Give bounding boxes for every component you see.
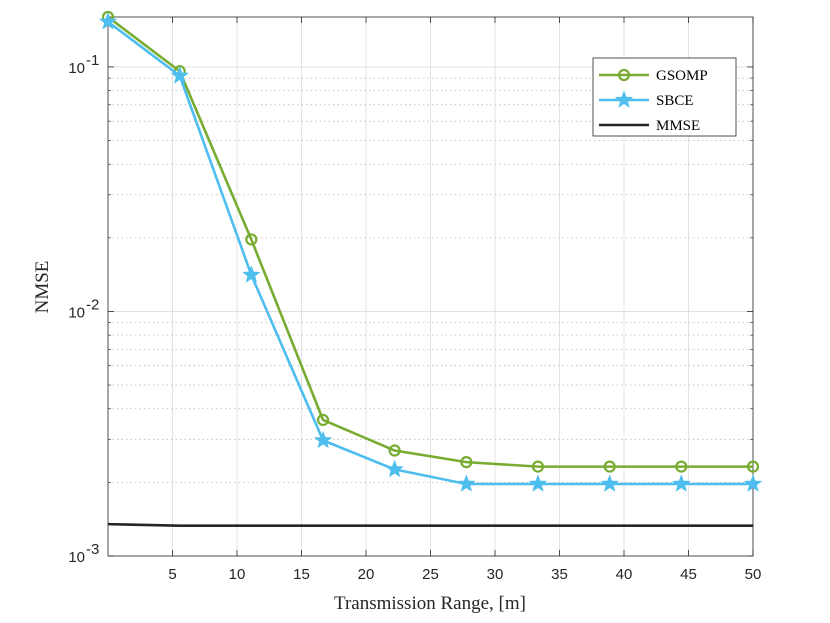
data-point-sbce — [457, 474, 476, 492]
series-line-sbce — [108, 20, 753, 486]
x-tick-label: 20 — [358, 566, 375, 583]
data-point-sbce — [98, 12, 118, 30]
legend-marker-gsomp — [617, 68, 631, 82]
data-point-sbce — [313, 430, 333, 449]
data-point-sbce — [743, 474, 763, 492]
x-tick-label: 15 — [293, 566, 310, 583]
legend-item-mmse: MMSE — [599, 118, 700, 134]
data-point-sbce — [242, 265, 261, 283]
data-point-sbce — [600, 474, 619, 492]
y-tick-exponent: -1 — [86, 52, 99, 69]
y-tick-label: 10 — [68, 60, 85, 77]
data-point-sbce — [385, 459, 404, 478]
data-point-gsomp — [316, 413, 330, 427]
data-point-gsomp — [460, 456, 473, 469]
legend: GSOMP SBCE MMSE — [592, 57, 737, 137]
y-axis-title: NMSE — [32, 261, 53, 314]
data-point-gsomp — [245, 233, 258, 246]
x-tick-label: 45 — [680, 566, 697, 583]
y-tick-label: 10 — [68, 304, 85, 321]
data-point-sbce — [170, 66, 189, 84]
x-tick-label: 10 — [229, 566, 246, 583]
series-mmse — [108, 522, 753, 528]
series-line-gsomp — [108, 17, 753, 468]
x-tick-label: 40 — [616, 566, 633, 583]
x-tick-label: 35 — [551, 566, 568, 583]
data-point-gsomp — [746, 460, 760, 473]
legend-label-mmse: MMSE — [656, 118, 700, 134]
x-tick-label: 5 — [168, 566, 176, 583]
legend-item-gsomp: GSOMP — [599, 68, 708, 84]
data-point-sbce — [528, 474, 548, 492]
x-tick-label: 25 — [422, 566, 439, 583]
series-layer — [98, 10, 763, 528]
data-point-gsomp — [603, 460, 616, 473]
series-sbce — [108, 20, 753, 486]
x-axis-title: Transmission Range, [m] — [334, 593, 526, 614]
data-point-gsomp — [675, 460, 688, 473]
data-point-gsomp — [388, 444, 401, 457]
data-point-gsomp — [531, 460, 545, 473]
y-tick-label: 10 — [68, 549, 85, 566]
x-tick-label: 30 — [487, 566, 504, 583]
legend-label-sbce: SBCE — [656, 93, 694, 109]
y-tick-exponent: -2 — [86, 296, 99, 313]
y-tick-exponent: -3 — [86, 541, 99, 558]
legend-marker-sbce — [614, 90, 634, 108]
legend-item-sbce: SBCE — [599, 90, 694, 109]
series-line-mmse — [108, 522, 753, 528]
series-gsomp — [108, 17, 753, 468]
data-point-sbce — [672, 474, 691, 492]
legend-label-gsomp: GSOMP — [656, 68, 708, 84]
x-tick-label: 50 — [745, 566, 762, 583]
